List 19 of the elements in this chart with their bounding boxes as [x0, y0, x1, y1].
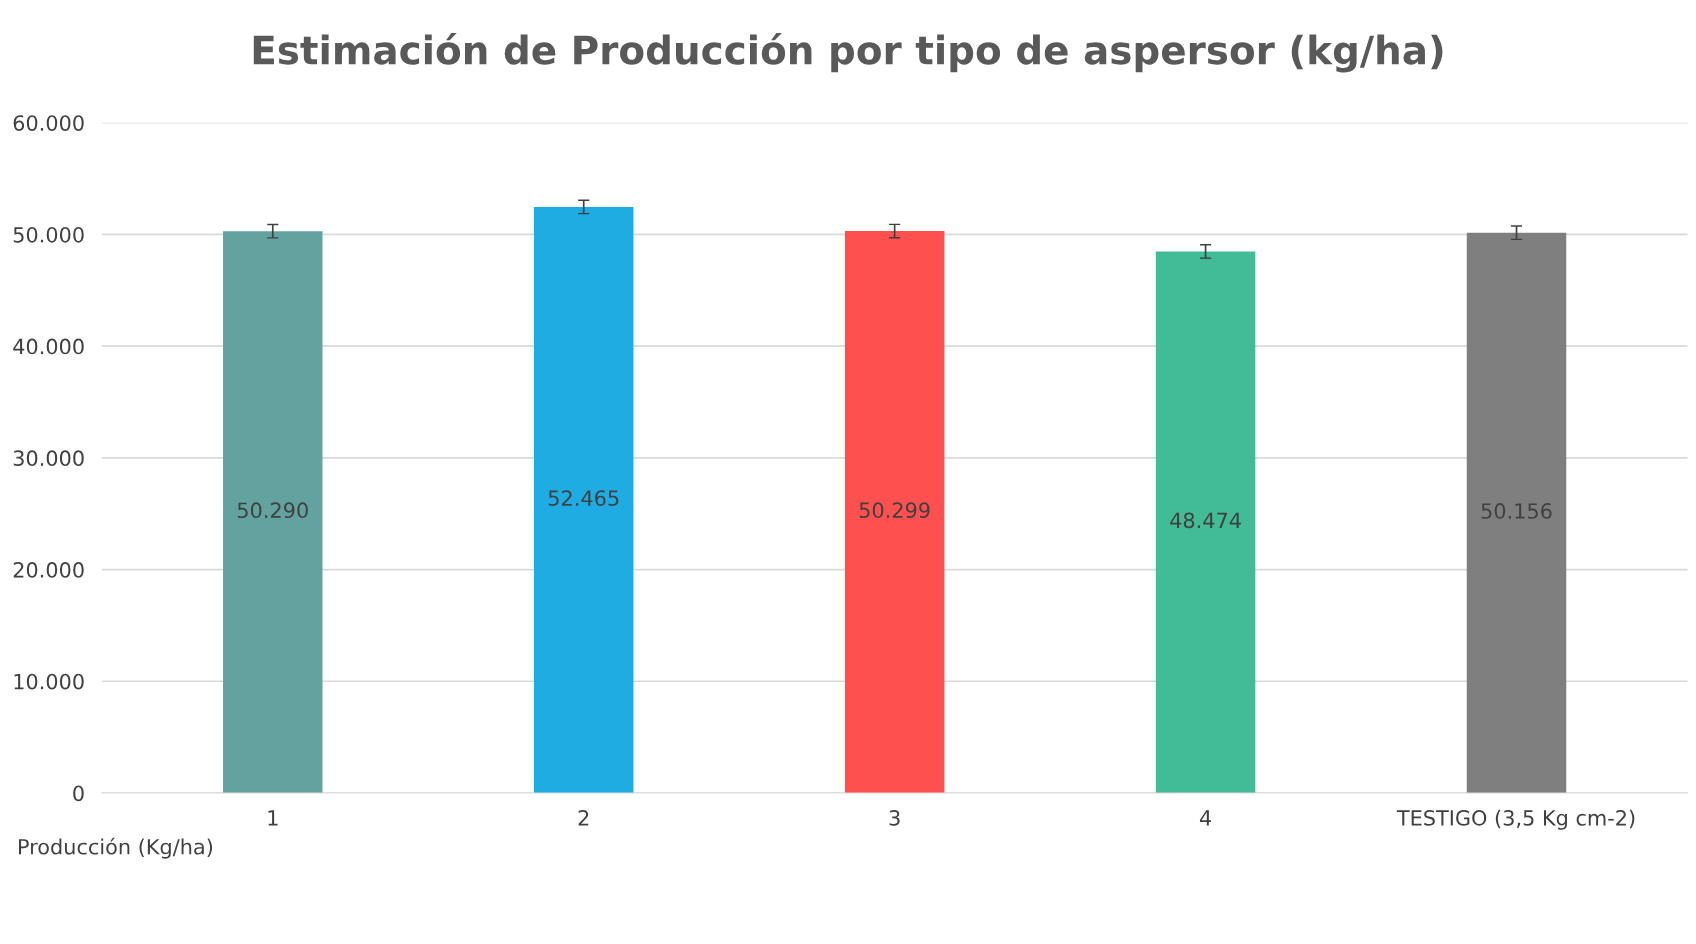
y-tick-label: 20.000 — [13, 562, 84, 578]
y-tick-label: 40.000 — [13, 338, 84, 355]
x-tick-label: TESTIGO (3,5 Kg cm-2) — [1396, 809, 1635, 830]
y-tick-label: 0 — [73, 785, 84, 802]
x-tick-label: 1 — [268, 810, 278, 826]
y-tick-label: 50.000 — [13, 226, 84, 243]
data-label: 50.299 — [859, 502, 930, 519]
data-label: 48.474 — [1170, 512, 1241, 529]
chart-title: Estimación de Producción por tipo de aspersor (kg/ha) — [253, 33, 1443, 73]
y-tick-label: 10.000 — [14, 673, 84, 690]
y-tick-label: 60.000 — [13, 115, 84, 131]
data-label: 50.156 — [1481, 503, 1552, 519]
y-tick-label: 30.000 — [13, 450, 84, 467]
data-label: 50.290 — [237, 502, 308, 519]
x-tick-label: 4 — [1199, 810, 1212, 826]
text: Producción (Kg/ha) — [19, 837, 213, 859]
x-tick-label: 2 — [578, 809, 589, 826]
data-label: 52.465 — [548, 490, 619, 506]
x-tick-label: 3 — [889, 809, 900, 826]
